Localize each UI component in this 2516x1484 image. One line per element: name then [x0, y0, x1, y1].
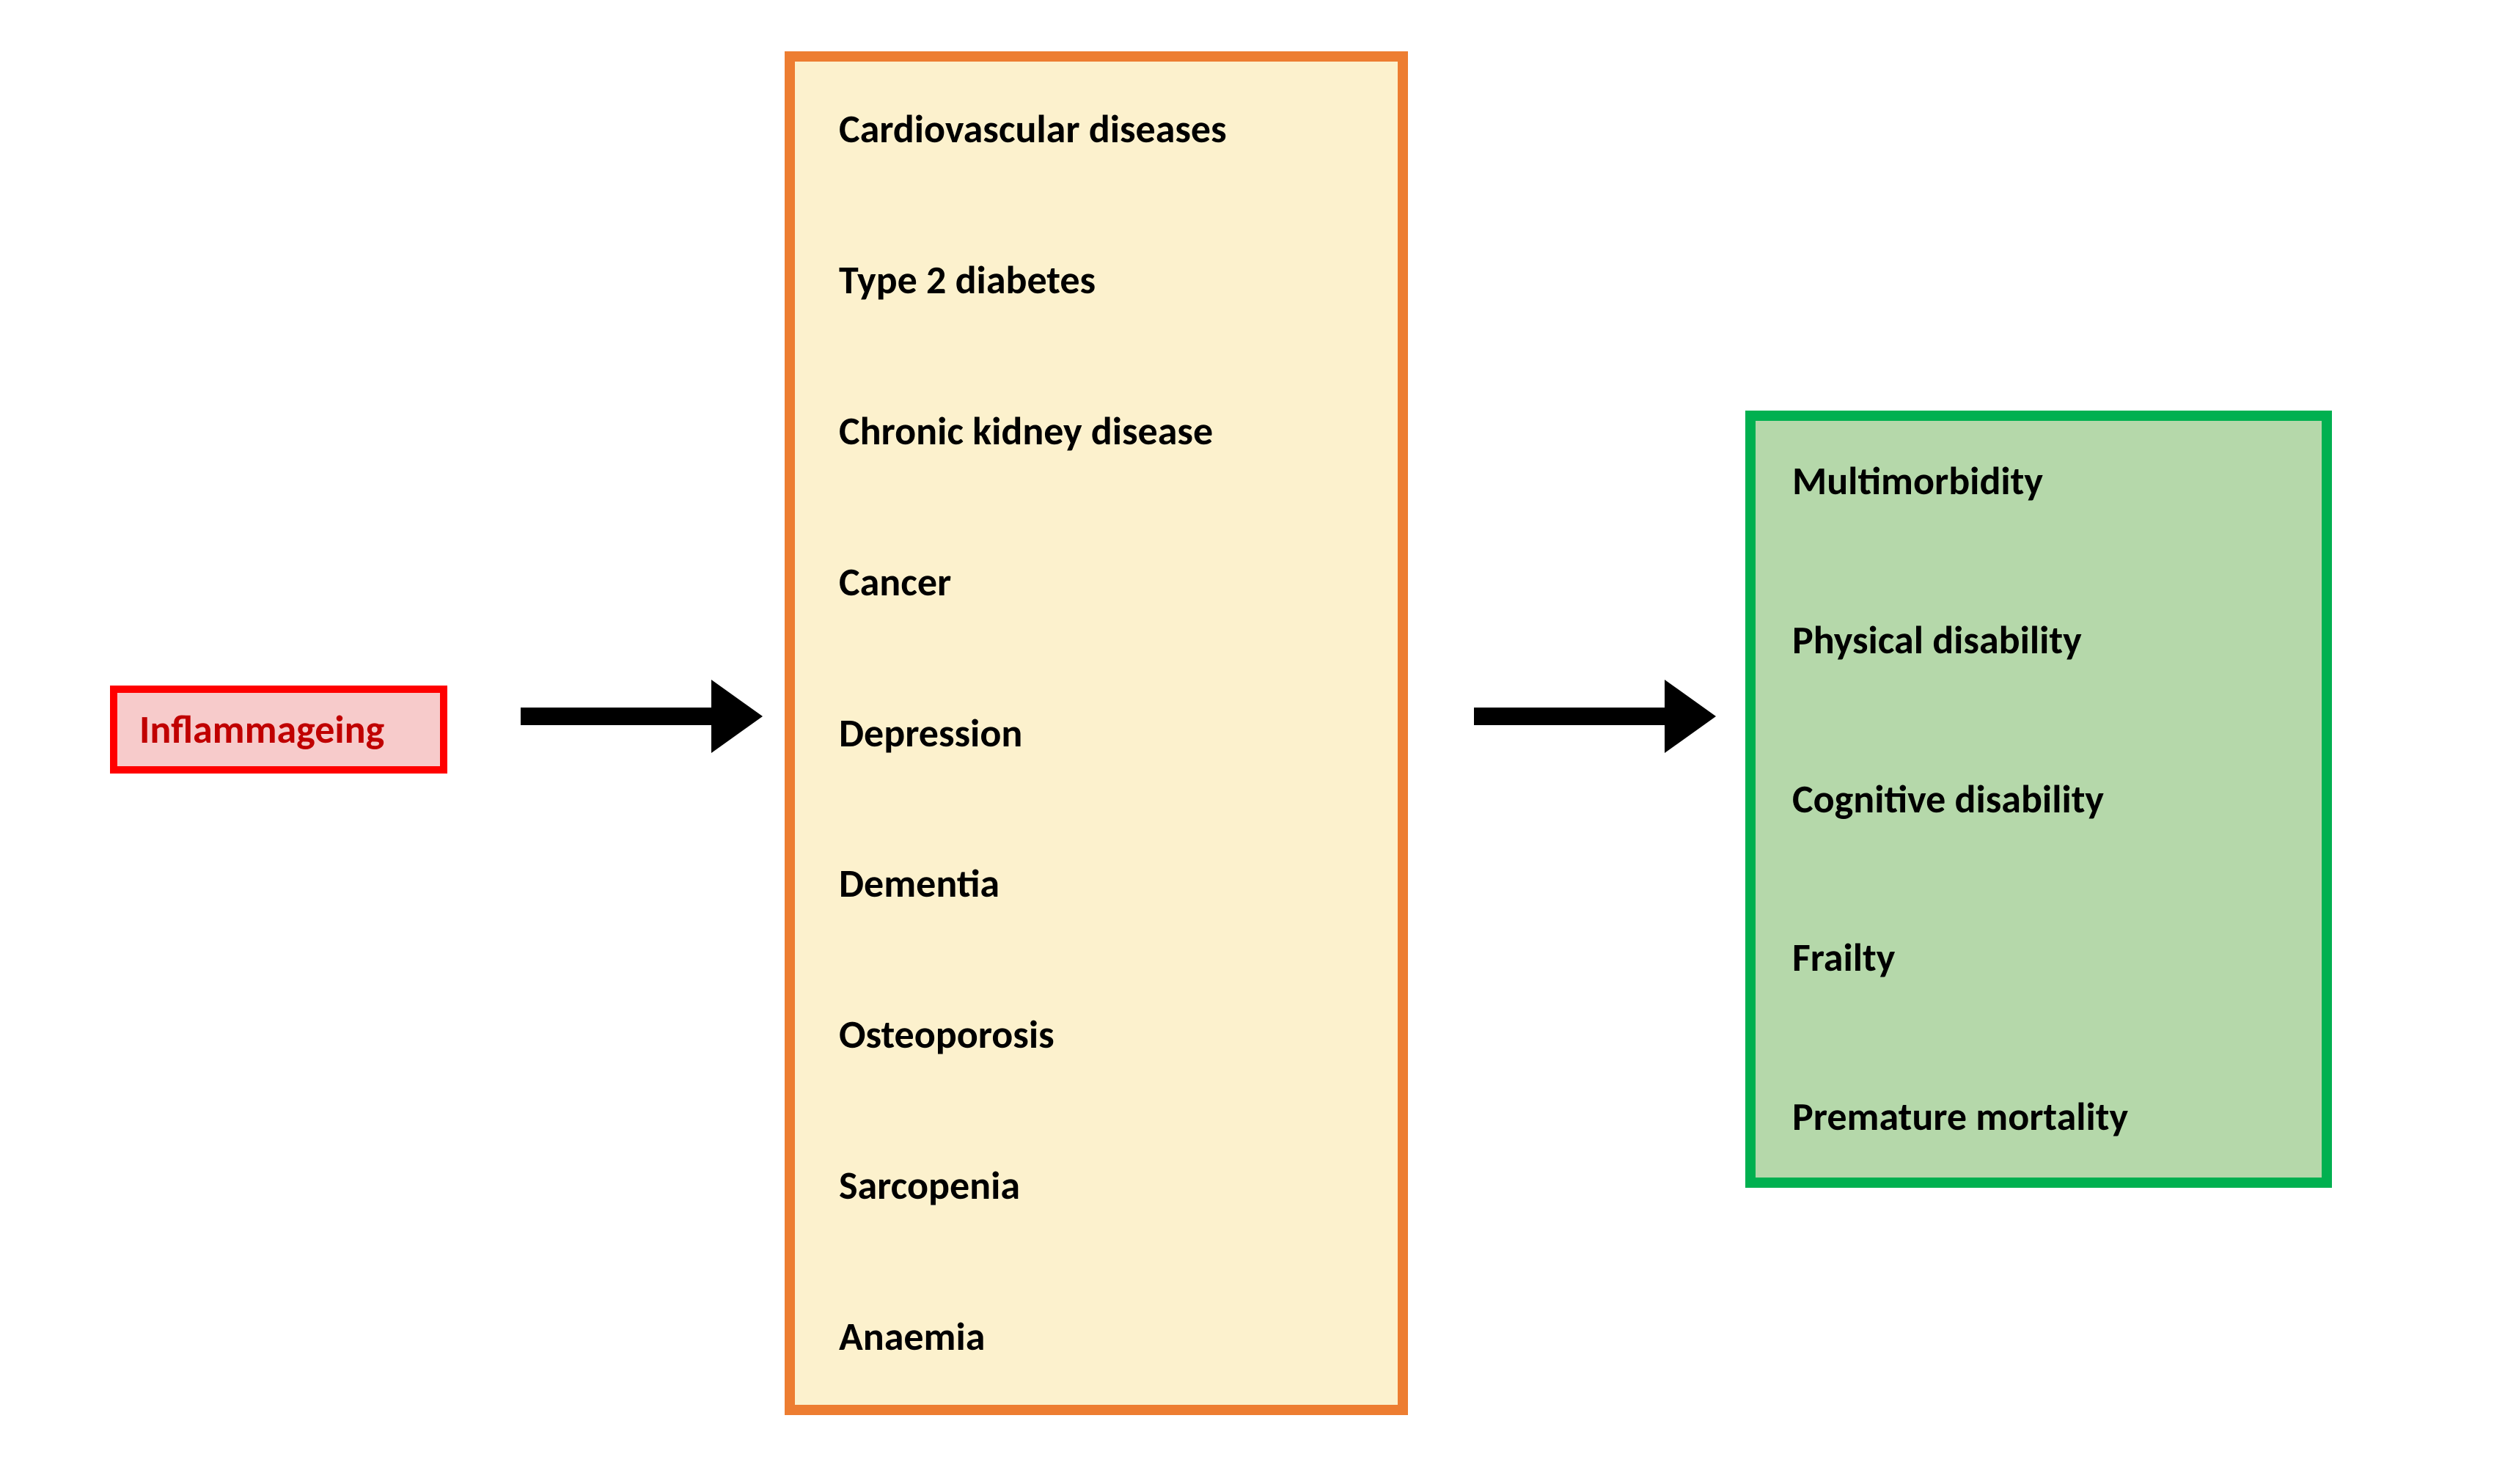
inflammageing-label: Inflammageing — [139, 706, 440, 754]
outcome-item: Premature mortality — [1792, 1093, 2322, 1141]
outcome-item: Physical disability — [1792, 617, 2322, 664]
disease-item: Cardiovascular diseases — [839, 106, 1398, 153]
outcomes-box: Multimorbidity Physical disability Cogniti… — [1745, 411, 2332, 1188]
arrow-icon — [1474, 680, 1716, 753]
disease-item: Osteoporosis — [839, 1011, 1398, 1059]
outcome-item: Multimorbidity — [1792, 458, 2322, 505]
disease-item: Depression — [839, 710, 1398, 757]
disease-item: Chronic kidney disease — [839, 408, 1398, 455]
diagram-canvas: Inflammageing Cardiovascular diseases Typ… — [0, 0, 2516, 1484]
disease-item: Cancer — [839, 559, 1398, 606]
disease-item: Sarcopenia — [839, 1162, 1398, 1210]
outcome-item: Cognitive disability — [1792, 776, 2322, 823]
arrow-icon — [521, 680, 763, 753]
outcome-item: Frailty — [1792, 934, 2322, 982]
inflammageing-box: Inflammageing — [110, 686, 447, 774]
disease-item: Anaemia — [839, 1313, 1398, 1361]
disease-item: Dementia — [839, 860, 1398, 908]
disease-item: Type 2 diabetes — [839, 257, 1398, 304]
diseases-box: Cardiovascular diseases Type 2 diabetes Ch… — [785, 51, 1408, 1415]
